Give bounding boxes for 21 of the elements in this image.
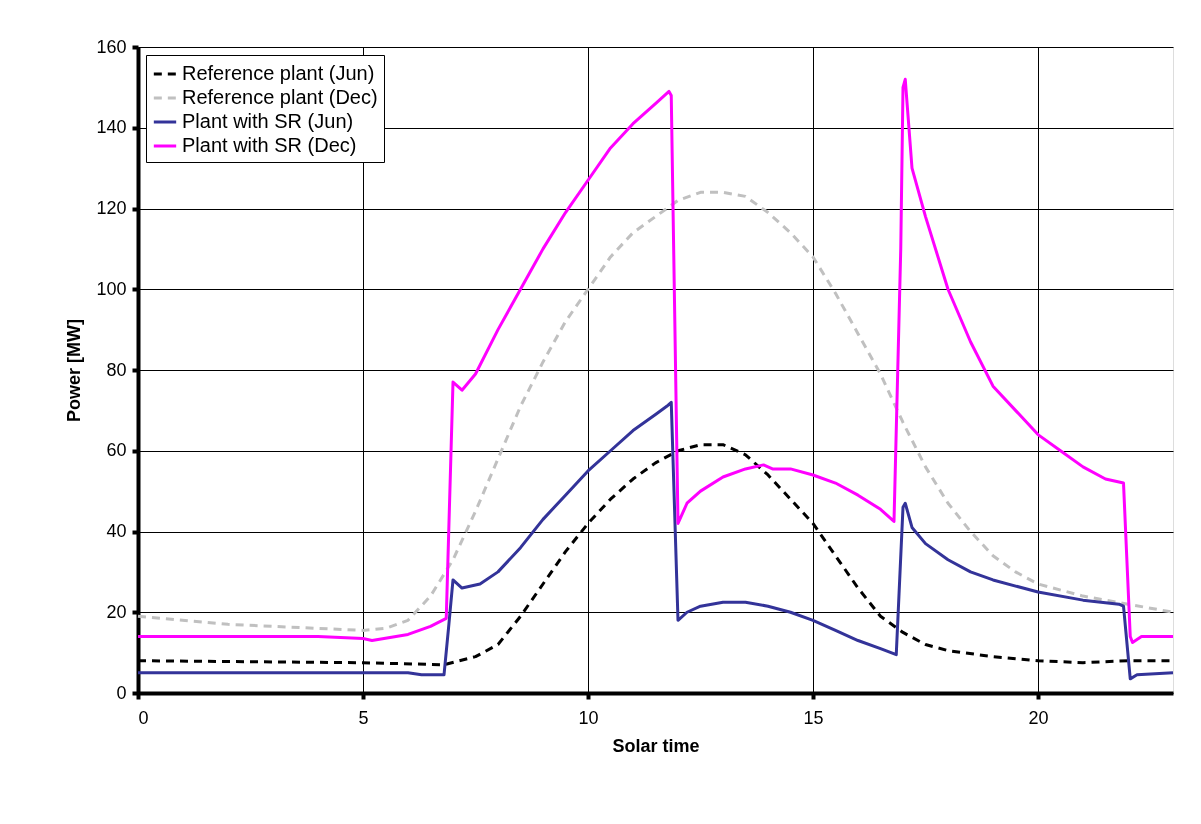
y-tick-label: 0 — [116, 682, 127, 703]
x-tick-label: 5 — [358, 707, 369, 728]
y-axis-title: Power [MW] — [64, 319, 85, 422]
y-tick-label: 100 — [96, 278, 127, 299]
line-series — [136, 400, 1175, 681]
legend-label: Reference plant (Jun) — [182, 62, 375, 84]
y-tick-label: 120 — [96, 198, 127, 218]
x-tick-label: 10 — [578, 707, 599, 728]
y-tick-label: 60 — [106, 440, 127, 461]
y-tick-label: 20 — [106, 601, 127, 622]
x-axis-title: Solar time — [612, 735, 700, 756]
x-tick-label: 0 — [138, 707, 149, 728]
y-tick-label: 40 — [106, 521, 127, 541]
x-tick-label: 15 — [803, 707, 824, 728]
y-tick-label: 80 — [106, 359, 127, 380]
y-tick-label: 160 — [96, 36, 127, 57]
legend-label: Reference plant (Dec) — [182, 86, 378, 108]
y-tick-label: 140 — [96, 117, 127, 138]
legend-label: Plant with SR (Jun) — [182, 110, 354, 132]
x-tick-label: 20 — [1028, 707, 1049, 728]
legend-label: Plant with SR (Dec) — [182, 134, 357, 156]
